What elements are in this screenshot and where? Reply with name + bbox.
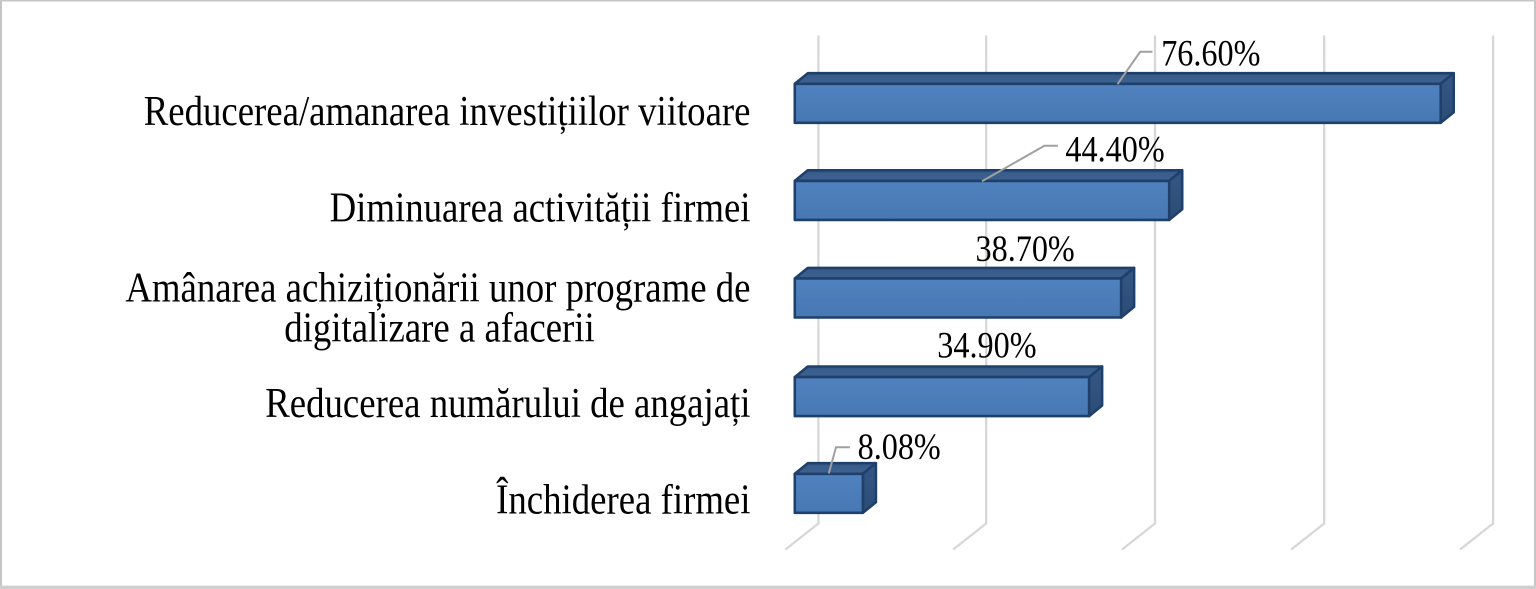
svg-text:76.60%: 76.60%	[1161, 32, 1260, 74]
svg-text:Reducerea numărului de angajaț: Reducerea numărului de angajați	[265, 378, 750, 426]
svg-text:Amânarea achiziționării unor p: Amânarea achiziționării unor programe de	[125, 263, 750, 311]
svg-text:34.90%: 34.90%	[937, 324, 1036, 366]
svg-text:Închiderea firmei: Închiderea firmei	[496, 475, 750, 523]
svg-text:38.70%: 38.70%	[976, 228, 1075, 270]
svg-text:digitalizare a afacerii: digitalizare a afacerii	[284, 303, 594, 351]
svg-text:Diminuarea activității firmei: Diminuarea activității firmei	[330, 183, 751, 231]
svg-text:Reducerea/amanarea investițiil: Reducerea/amanarea investițiilor viitoar…	[144, 86, 751, 134]
svg-text:44.40%: 44.40%	[1065, 128, 1164, 170]
svg-text:8.08%: 8.08%	[858, 426, 941, 468]
